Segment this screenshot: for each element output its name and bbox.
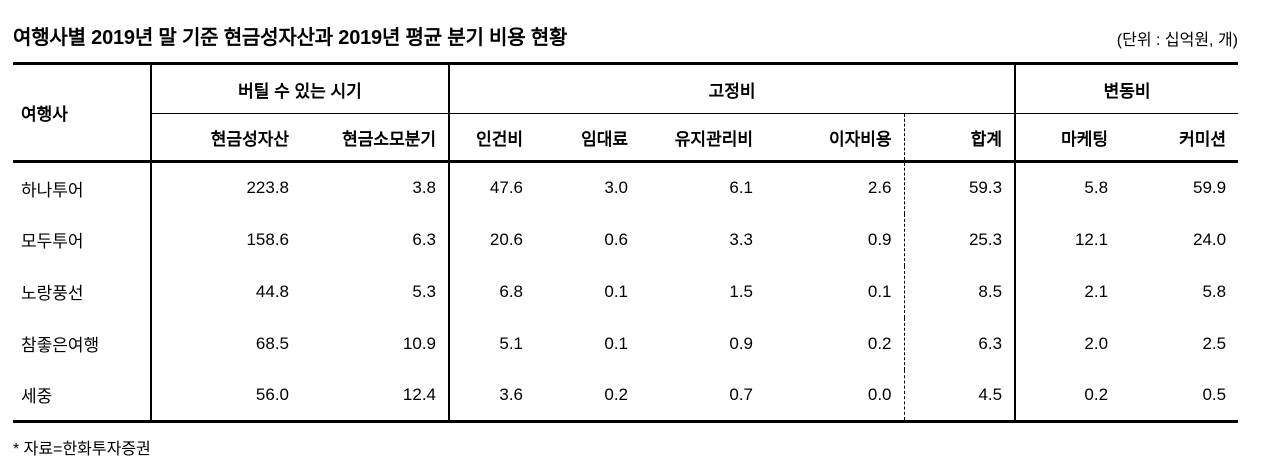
table-cell: 0.9 — [729, 333, 753, 353]
table-cell: 0.7 — [729, 384, 753, 404]
table-cell: 68.5 — [255, 333, 289, 353]
table-cell: 223.8 — [246, 178, 289, 198]
table-cell: 20.6 — [489, 229, 523, 249]
table-cell: 5.8 — [1202, 281, 1227, 301]
group-header-fixed-costs: 고정비 — [449, 63, 1017, 114]
row-label-agency: 참좋은여행 — [13, 317, 152, 370]
row-label-agency: 세중 — [13, 369, 152, 422]
row-label-agency: 노랑풍선 — [13, 265, 152, 318]
sub-header-row: 현금성자산 현금소모분기 인건비 임대료 유지관리비 이자비용 합계 마케팅 커… — [13, 113, 1239, 163]
table-cell: 3.0 — [604, 178, 628, 198]
group-header-row: 여행사 버틸 수 있는 시기 고정비 변동비 — [13, 63, 1239, 163]
col-header-interest-expense: 이자비용 — [765, 113, 905, 163]
col-header-cash-assets: 현금성자산 — [151, 113, 301, 163]
col-header-commission: 커미션 — [1120, 113, 1239, 163]
table-cell: 2.5 — [1202, 333, 1227, 353]
table-cell: 2.1 — [1084, 281, 1109, 301]
table-cell: 2.6 — [765, 161, 905, 214]
col-header-agency: 여행사 — [13, 63, 152, 163]
table-cell: 6.3 — [301, 213, 450, 266]
table-cell: 12.4 — [301, 369, 450, 422]
table-cell: 6.8 — [499, 281, 523, 301]
table-cell: 3.8 — [301, 161, 450, 214]
col-header-labor-cost: 인건비 — [449, 113, 535, 163]
table-row: 하나투어 223.8 3.8 47.6 3.0 6.1 2.6 59.3 5.8… — [13, 161, 1238, 214]
table-cell: 0.9 — [765, 213, 905, 266]
table-cell: 2.0 — [1084, 333, 1109, 353]
table-cell: 158.6 — [246, 229, 289, 249]
data-table: 여행사 버틸 수 있는 시기 고정비 변동비 현금성자산 현금소모분기 인건비 … — [13, 62, 1239, 423]
col-header-cash-burn-quarters: 현금소모분기 — [301, 113, 450, 163]
table-cell: 24.0 — [1192, 229, 1227, 249]
table-cell: 0.2 — [765, 317, 905, 370]
table-cell: 1.5 — [729, 281, 753, 301]
group-header-variable-costs: 변동비 — [1015, 63, 1239, 114]
table-cell: 12.1 — [1074, 229, 1109, 249]
table-cell: 0.6 — [604, 229, 628, 249]
col-header-total: 합계 — [904, 113, 1017, 163]
table-cell: 10.9 — [301, 317, 450, 370]
col-header-maintenance: 유지관리비 — [640, 113, 765, 163]
table-cell: 3.3 — [729, 229, 753, 249]
table-cell: 59.9 — [1192, 178, 1227, 198]
table-cell: 6.1 — [729, 178, 753, 198]
figure-header: 여행사별 2019년 말 기준 현금성자산과 2019년 평균 분기 비용 현황… — [13, 0, 1238, 62]
table-cell: 47.6 — [489, 178, 523, 198]
table-cell: 0.0 — [765, 369, 905, 422]
table-cell: 0.1 — [604, 333, 628, 353]
col-header-marketing: 마케팅 — [1015, 113, 1121, 163]
unit-note: (단위 : 십억원, 개) — [1116, 32, 1238, 49]
table-cell: 8.5 — [904, 265, 1017, 318]
table-row: 노랑풍선 44.8 5.3 6.8 0.1 1.5 0.1 8.5 2.1 5.… — [13, 265, 1238, 318]
table-cell: 0.1 — [765, 265, 905, 318]
table-cell: 5.3 — [301, 265, 450, 318]
table-cell: 0.2 — [604, 384, 628, 404]
table-cell: 25.3 — [904, 213, 1017, 266]
table-cell: 3.6 — [499, 384, 523, 404]
table-cell: 4.5 — [904, 369, 1017, 422]
row-label-agency: 모두투어 — [13, 213, 152, 266]
table-cell: 56.0 — [255, 384, 289, 404]
table-cell: 0.2 — [1084, 384, 1109, 404]
group-header-survival-period: 버틸 수 있는 시기 — [151, 63, 450, 114]
table-cell: 44.8 — [255, 281, 289, 301]
table-cell: 0.1 — [604, 281, 628, 301]
table-row: 참좋은여행 68.5 10.9 5.1 0.1 0.9 0.2 6.3 2.0 … — [13, 317, 1238, 370]
table-cell: 59.3 — [904, 161, 1017, 214]
table-row: 세중 56.0 12.4 3.6 0.2 0.7 0.0 4.5 0.2 0.5 — [13, 369, 1238, 422]
table-cell: 5.1 — [499, 333, 523, 353]
table-cell: 5.8 — [1084, 178, 1109, 198]
col-header-rent: 임대료 — [535, 113, 640, 163]
table-row: 모두투어 158.6 6.3 20.6 0.6 3.3 0.9 25.3 12.… — [13, 213, 1238, 266]
figure-title: 여행사별 2019년 말 기준 현금성자산과 2019년 평균 분기 비용 현황 — [13, 27, 568, 49]
source-note: * 자료=한화투자증권 — [13, 441, 151, 458]
table-cell: 0.5 — [1202, 384, 1227, 404]
table-cell: 6.3 — [904, 317, 1017, 370]
row-label-agency: 하나투어 — [13, 161, 152, 214]
